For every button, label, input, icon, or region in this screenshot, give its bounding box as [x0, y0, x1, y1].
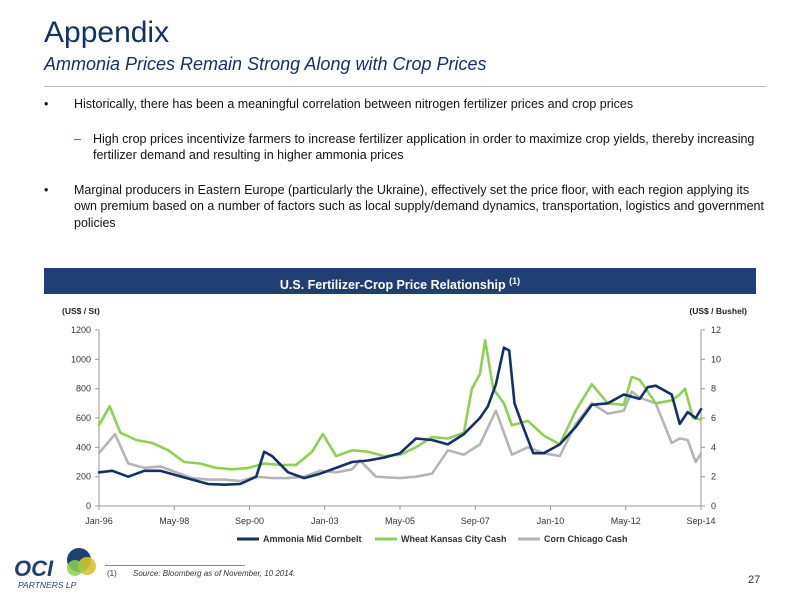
y-right-tick-label: 10 [711, 354, 721, 364]
series-line-corn-chicago-cash [97, 390, 703, 483]
x-tick-label: May-05 [385, 516, 415, 526]
bullet-dot: • [44, 97, 49, 111]
footnote-text: Source: Bloomberg as of November, 10 201… [133, 569, 296, 578]
header-divider [44, 86, 766, 87]
footnote: (1) Source: Bloomberg as of November, 10… [107, 569, 295, 578]
footnote-divider [105, 565, 245, 566]
y-left-tick-label: 200 [76, 472, 91, 482]
x-tick-label: Sep-07 [461, 516, 490, 526]
bullet-text: Marginal producers in Eastern Europe (pa… [74, 182, 764, 230]
svg-text:PARTNERS LP: PARTNERS LP [18, 580, 77, 590]
footnote-number: (1) [107, 569, 117, 578]
x-tick-label: May-12 [611, 516, 641, 526]
svg-text:OCI: OCI [14, 556, 54, 581]
series-line-ammonia-mid-cornbelt [97, 346, 703, 486]
x-tick-label: Jan-96 [85, 516, 113, 526]
y-left-tick-label: 400 [76, 442, 91, 452]
dash-marker: – [74, 131, 81, 146]
y-right-tick-label: 12 [711, 325, 721, 335]
x-tick-label: Jan-10 [537, 516, 565, 526]
y-right-axis-label: (US$ / Bushel) [689, 306, 747, 316]
y-right-tick-label: 8 [711, 384, 716, 394]
bullet-item: • Historically, there has been a meaning… [44, 96, 764, 113]
page-number: 27 [748, 574, 761, 586]
chart-banner-note: (1) [509, 276, 521, 286]
x-tick-label: Sep-14 [686, 516, 715, 526]
sub-bullet-item: – High crop prices incentivize farmers t… [44, 131, 764, 164]
oci-logo: OCI PARTNERS LP [14, 548, 96, 590]
legend-label: Ammonia Mid Cornbelt [263, 534, 362, 544]
y-right-tick-label: 2 [711, 472, 716, 482]
y-left-tick-label: 1000 [71, 354, 91, 364]
bullet-item: • Marginal producers in Eastern Europe (… [44, 182, 764, 232]
series-line-wheat-kansas-city-cash [97, 339, 703, 471]
y-right-tick-label: 6 [711, 413, 716, 423]
y-left-tick-label: 1200 [71, 325, 91, 335]
bullet-list: • Historically, there has been a meaning… [44, 96, 764, 231]
y-left-axis-label: (US$ / St) [62, 306, 100, 316]
y-left-tick-label: 600 [76, 413, 91, 423]
chart-banner: U.S. Fertilizer-Crop Price Relationship … [44, 268, 756, 294]
price-chart: (US$ / St) (US$ / Bushel)0200400600800100… [62, 306, 747, 544]
y-left-tick-label: 0 [86, 501, 91, 511]
sub-bullet-text: High crop prices incentivize farmers to … [93, 131, 755, 163]
page-title: Appendix [44, 16, 170, 49]
x-tick-label: Jan-03 [311, 516, 339, 526]
legend-label: Wheat Kansas City Cash [401, 534, 507, 544]
y-right-tick-label: 0 [711, 501, 716, 511]
bullet-dot: • [44, 182, 49, 197]
y-right-tick-label: 4 [711, 442, 716, 452]
chart-banner-title: U.S. Fertilizer-Crop Price Relationship [279, 278, 506, 293]
page-subtitle: Ammonia Prices Remain Strong Along with … [44, 54, 487, 74]
y-left-tick-label: 800 [76, 384, 91, 394]
x-tick-label: May-98 [159, 516, 189, 526]
x-tick-label: Sep-00 [235, 516, 264, 526]
bullet-text: Historically, there has been a meaningfu… [74, 97, 634, 111]
legend-label: Corn Chicago Cash [544, 534, 628, 544]
